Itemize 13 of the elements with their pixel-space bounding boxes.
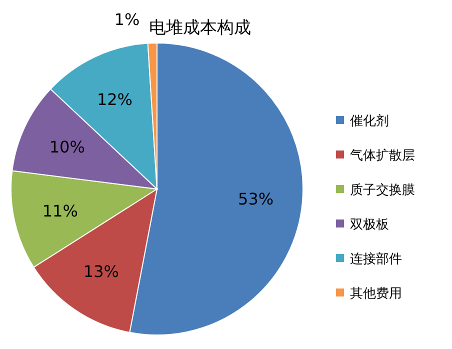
data-label: 13% [83, 262, 119, 282]
data-label: 12% [96, 90, 133, 110]
chart-title: 电堆成本构成 [149, 18, 251, 38]
data-label: 11% [42, 202, 78, 221]
data-label: 1% [114, 10, 140, 30]
legend-label: 催化剂 [350, 113, 389, 129]
data-label: 10% [49, 138, 85, 157]
legend-label: 其他费用 [350, 286, 402, 302]
legend-label: 气体扩散层 [350, 148, 415, 164]
legend-label: 质子交换膜 [350, 182, 415, 198]
legend-label: 连接部件 [350, 252, 402, 267]
data-label: 53% [238, 189, 274, 208]
legend-label: 双极板 [350, 218, 389, 232]
